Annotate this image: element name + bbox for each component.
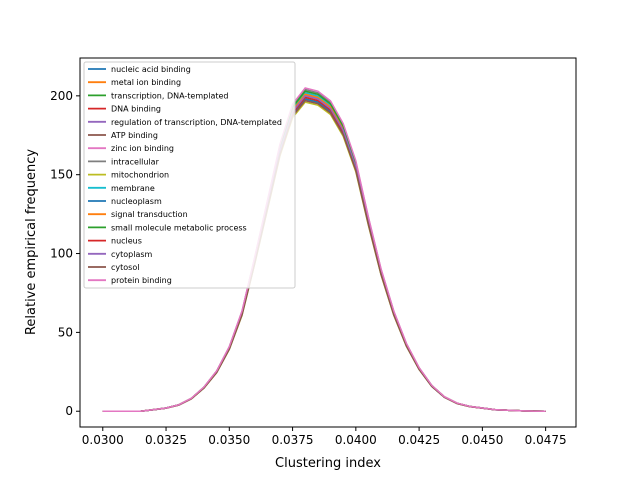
legend-label: nucleoplasm: [111, 197, 162, 206]
legend-label: membrane: [111, 184, 155, 193]
x-tick-label: 0.0400: [335, 433, 377, 447]
x-tick-label: 0.0300: [82, 433, 124, 447]
legend-label: nucleus: [111, 237, 142, 246]
x-tick-label: 0.0425: [398, 433, 440, 447]
series-line: [102, 87, 546, 412]
legend-label: transcription, DNA-templated: [111, 91, 228, 100]
plot-frame: [79, 57, 577, 428]
x-axis-label: Clustering index: [275, 456, 381, 471]
y-tick-label: 100: [50, 247, 73, 261]
series-layer: [102, 87, 546, 412]
legend-label: ATP binding: [111, 131, 158, 140]
x-tick-label: 0.0325: [145, 433, 187, 447]
y-tick-label: 0: [65, 404, 73, 418]
legend-label: protein binding: [111, 276, 172, 285]
legend-label: DNA binding: [111, 105, 161, 114]
legend-label: regulation of transcription, DNA-templat…: [111, 118, 282, 127]
x-tick-label: 0.0375: [272, 433, 314, 447]
x-tick-label: 0.0350: [208, 433, 250, 447]
legend-label: small molecule metabolic process: [111, 223, 247, 232]
legend-label: mitochondrion: [111, 171, 169, 180]
y-tick-label: 50: [58, 325, 73, 339]
legend-label: intracellular: [111, 157, 160, 166]
legend-label: cytoplasm: [111, 250, 153, 259]
y-axis-label: Relative empirical frequency: [24, 149, 39, 335]
y-tick-label: 150: [50, 168, 73, 182]
legend-label: signal transduction: [111, 210, 188, 219]
legend-box: [83, 61, 296, 289]
legend-label: cytosol: [111, 263, 139, 272]
legend-label: nucleic acid binding: [111, 65, 191, 74]
y-axis: 0 50 100 150 200: [50, 89, 80, 418]
legend-label: metal ion binding: [111, 78, 181, 87]
legend: nucleic acid binding metal ion binding tra…: [83, 61, 296, 289]
x-axis: 0.0300 0.0325 0.0350 0.0375 0.0400 0.0425 0.04…: [82, 427, 567, 447]
x-tick-label: 0.0450: [461, 433, 503, 447]
y-tick-label: 200: [50, 89, 73, 103]
legend-label: zinc ion binding: [111, 144, 174, 153]
x-tick-label: 0.0475: [525, 433, 567, 447]
